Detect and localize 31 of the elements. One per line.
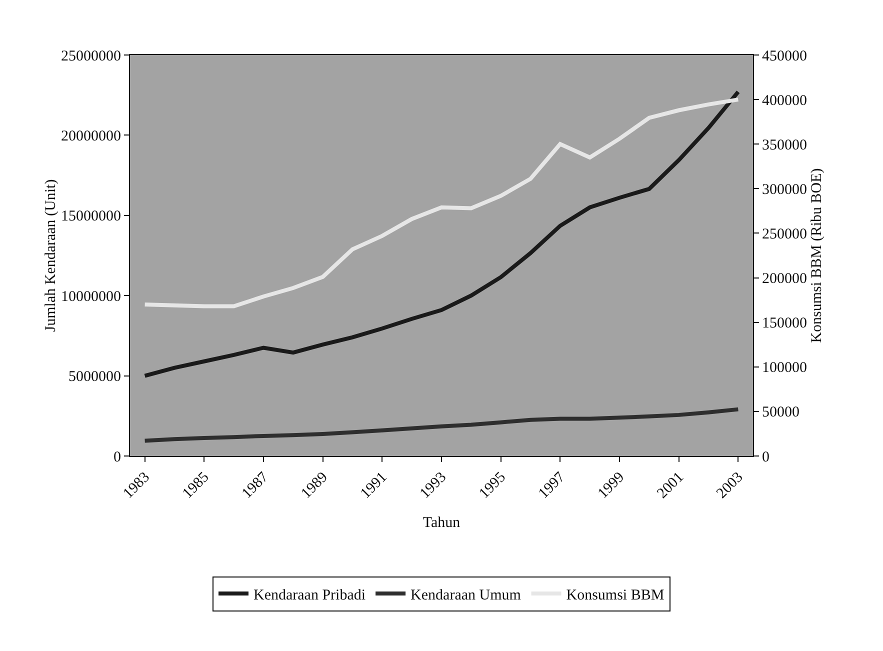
y2-axis-title: Konsumsi BBM (Ribu BOE) <box>809 168 825 343</box>
y-axis-title: Jumlah Kendaraan (Unit) <box>43 179 59 332</box>
x-tick-label: 2001 <box>654 469 687 502</box>
line-series <box>142 407 740 443</box>
x-tick-label: 1999 <box>595 469 628 502</box>
y2-tick-label: 50000 <box>762 404 800 421</box>
y2-tick-label: 150000 <box>762 316 807 332</box>
x-tick-label: 1989 <box>298 469 331 502</box>
y2-tick-label: 0 <box>762 449 770 466</box>
y2-tick-label: 100000 <box>762 360 807 376</box>
y2-tick-label: 450000 <box>762 48 807 64</box>
x-axis-title: Tahun <box>422 514 461 531</box>
line-series <box>142 98 740 308</box>
y-tick-label: 20000000 <box>61 128 121 144</box>
line-series <box>142 90 740 378</box>
x-tick-label: 1991 <box>358 469 390 502</box>
y2-tick-label: 400000 <box>762 92 807 109</box>
y-tick-label: 5000000 <box>68 369 121 386</box>
x-tick-label: 1993 <box>417 469 450 502</box>
y-tick-label: 15000000 <box>61 208 121 225</box>
legend-label: Kendaraan Umum <box>410 587 522 604</box>
legend-label: Kendaraan Pribadi <box>254 587 366 604</box>
x-tick-label: 1983 <box>120 469 153 502</box>
legend-label: Konsumsi BBM <box>566 587 664 604</box>
y2-tick-label: 200000 <box>762 271 807 288</box>
y2-tick-label: 300000 <box>762 182 807 198</box>
y2-tick-label: 250000 <box>762 226 807 242</box>
y-tick-label: 10000000 <box>61 288 121 305</box>
y2-tick-label: 350000 <box>762 137 807 154</box>
y-tick-label: 0 <box>114 449 121 466</box>
y-tick-label: 25000000 <box>61 48 121 64</box>
